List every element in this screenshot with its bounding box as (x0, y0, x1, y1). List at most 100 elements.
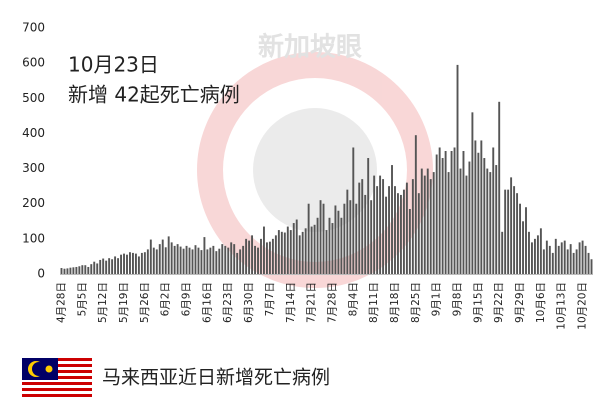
bar (474, 140, 477, 274)
bar (167, 236, 170, 274)
bar (263, 226, 265, 274)
x-tick-label: 8月25日 (410, 282, 422, 323)
bar (483, 158, 486, 274)
bar (331, 223, 334, 274)
bar (456, 64, 459, 275)
bar (554, 238, 557, 274)
bar (221, 244, 224, 274)
bar (84, 265, 87, 274)
bar (495, 165, 498, 274)
bar (81, 265, 84, 274)
bar (182, 248, 185, 274)
x-tick-label: 6月2日 (160, 282, 172, 316)
bar (358, 182, 361, 274)
bar (557, 245, 560, 274)
y-tick-label: 600 (22, 56, 45, 70)
bar (218, 248, 221, 274)
bar (468, 161, 471, 274)
bar (423, 175, 426, 274)
bar (539, 228, 542, 274)
bar (548, 245, 551, 274)
bar (399, 194, 402, 274)
bar (245, 238, 248, 274)
bar (254, 245, 256, 274)
bar (129, 252, 131, 274)
x-tick-label: 5月26日 (139, 282, 151, 323)
bar (155, 249, 158, 274)
caption: 马来西亚近日新增死亡病例 (102, 367, 330, 389)
bar (63, 268, 66, 274)
bar (528, 231, 530, 274)
bar (215, 251, 218, 274)
flag-crescent-cut (32, 362, 46, 376)
bar (260, 238, 262, 274)
bar (533, 238, 536, 274)
x-tick-label: 7月21日 (306, 282, 318, 323)
bar (274, 235, 277, 274)
bar (510, 177, 513, 274)
bar (477, 152, 480, 274)
bar (99, 259, 102, 274)
bar (450, 151, 453, 274)
bar (197, 247, 200, 274)
bar (295, 219, 298, 274)
bar (426, 168, 429, 274)
x-tick-label: 6月16日 (201, 282, 213, 323)
x-tick-label: 9月8日 (452, 282, 464, 316)
bar (173, 245, 176, 274)
y-tick-label: 500 (22, 91, 45, 105)
x-tick-label: 9月22日 (493, 282, 505, 323)
bar (277, 230, 280, 274)
bar (444, 151, 447, 274)
x-tick-label: 9月1日 (431, 282, 443, 316)
bar (465, 175, 468, 274)
bar (388, 186, 390, 274)
bar (545, 240, 548, 274)
bar (292, 223, 295, 274)
bar (584, 245, 587, 274)
y-tick-label: 400 (22, 126, 45, 140)
bar (203, 237, 206, 274)
bar (134, 253, 137, 274)
bar (542, 249, 545, 274)
watermark-text: 新加坡眼 (258, 32, 362, 63)
bar (90, 264, 93, 274)
bar (411, 179, 414, 274)
bar (504, 189, 507, 274)
bar (525, 207, 527, 274)
bar (170, 242, 173, 274)
x-tick-label: 5月19日 (118, 282, 130, 323)
bar (93, 261, 96, 274)
bar (361, 179, 364, 274)
bar (402, 189, 405, 274)
x-tick-label: 6月9日 (181, 282, 193, 316)
bar (310, 226, 313, 274)
bar (578, 242, 581, 274)
bar (268, 241, 271, 274)
bar (111, 259, 114, 274)
bar (492, 147, 495, 274)
bar (257, 247, 259, 274)
bar (126, 254, 128, 274)
bar (587, 252, 590, 274)
bar (87, 266, 90, 274)
y-tick-label: 700 (22, 21, 45, 35)
bar (102, 258, 105, 274)
flag (22, 358, 92, 398)
bar (161, 239, 164, 274)
bar (590, 259, 593, 274)
bar (462, 151, 465, 274)
x-tick-label: 7月7日 (264, 282, 276, 316)
bar (519, 203, 522, 274)
bar (435, 154, 438, 274)
x-tick-label: 6月23日 (222, 282, 234, 323)
bar (304, 228, 307, 274)
bar (522, 221, 524, 274)
bar (289, 230, 292, 274)
bar (417, 193, 420, 274)
bar (516, 193, 519, 274)
bar (563, 240, 566, 274)
bar (513, 186, 516, 274)
bar (137, 256, 140, 274)
